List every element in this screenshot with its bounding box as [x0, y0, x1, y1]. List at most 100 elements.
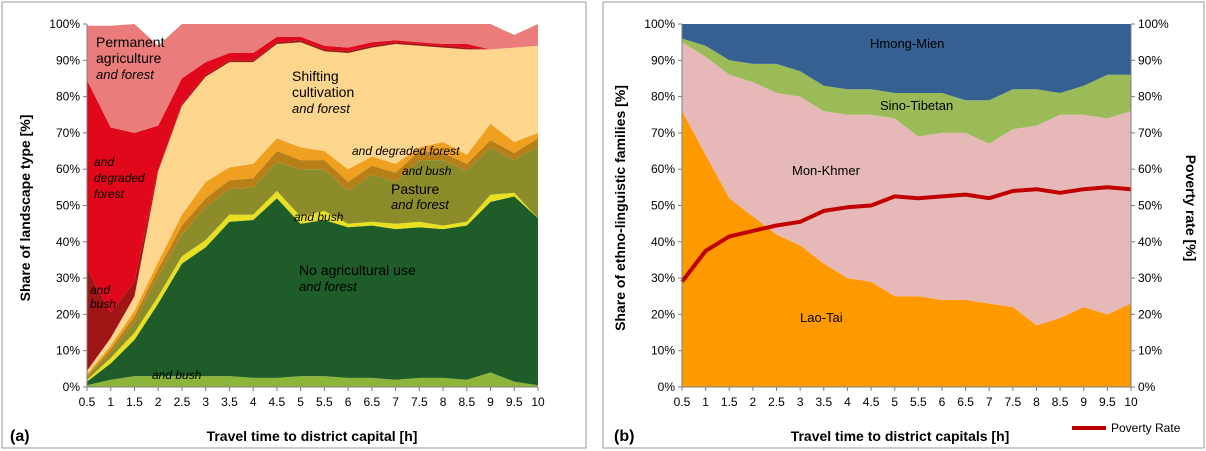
panel-a-ticks: 0.5 1 1.5 2 2.5 3 3.5 4 4.5 5 5.5 6 6.5 7 7.5 8 8.5 9 9.5 1… [49, 17, 545, 409]
panel-a-areas [87, 24, 538, 387]
panel-b-ylabel: Share of ethno-linguistic families [%] [612, 85, 628, 331]
x-tick-label: 6 [939, 395, 946, 409]
x-tick-label: 3.5 [221, 395, 238, 409]
y-tick-label: 20% [651, 307, 675, 321]
y2-tick-label: 30% [1138, 271, 1162, 285]
label-shifting-bush: and bush [294, 210, 344, 224]
y-tick-label: 50% [651, 199, 675, 213]
label-shifting-sub: and forest [292, 101, 351, 116]
y-tick-label: 90% [651, 53, 675, 67]
x-tick-label: 6 [345, 395, 352, 409]
x-tick-label: 8.5 [1052, 395, 1069, 409]
y-tick-label: 10% [56, 344, 80, 358]
y-tick-label: 70% [56, 126, 80, 140]
label-permanent-line2: agriculture [96, 50, 162, 66]
x-tick-label: 3 [797, 395, 804, 409]
y-tick-label: 10% [651, 344, 675, 358]
x-tick-label: 2 [750, 395, 757, 409]
x-tick-label: 10 [1124, 395, 1138, 409]
area-mon-khmer [682, 42, 1131, 326]
label-perm-degraded-line2: degraded [94, 171, 145, 185]
y-tick-label: 70% [651, 126, 675, 140]
label-perm-degraded-line1: and [94, 155, 114, 169]
x-tick-label: 1.5 [126, 395, 143, 409]
x-tick-label: 1 [107, 395, 114, 409]
panel-a: 0.5 1 1.5 2 2.5 3 3.5 4 4.5 5 5.5 6 6.5 7 7.5 8 8.5 9 9.5 1… [1, 1, 587, 449]
y-tick-label: 30% [56, 271, 80, 285]
x-tick-label: 6.5 [363, 395, 380, 409]
y-tick-label: 0% [63, 380, 81, 394]
x-tick-label: 5 [297, 395, 304, 409]
x-tick-label: 5 [891, 395, 898, 409]
area-perm-forest [87, 24, 538, 133]
legend: Poverty Rate [1072, 421, 1181, 435]
x-tick-label: 7 [392, 395, 399, 409]
panel-b-tag: (b) [614, 428, 634, 445]
area-hmong-mien [682, 24, 1131, 101]
panel-a-tag: (a) [10, 428, 30, 445]
x-tick-label: 9.5 [506, 395, 523, 409]
area-no-ag-bush [87, 372, 538, 387]
y2-tick-label: 70% [1138, 126, 1162, 140]
panel-b-y2label: Poverty rate [%] [1183, 155, 1199, 262]
y-tick-label: 40% [651, 235, 675, 249]
label-pasture-sub: and forest [391, 197, 450, 212]
y2-tick-label: 10% [1138, 344, 1162, 358]
x-tick-label: 2.5 [768, 395, 785, 409]
x-tick-label: 5.5 [316, 395, 333, 409]
x-tick-label: 4 [250, 395, 257, 409]
label-pasture-degraded: and degraded forest [352, 144, 460, 158]
label-permanent-sub: and forest [96, 67, 155, 82]
label-lao-tai: Lao-Tai [800, 310, 843, 325]
x-tick-label: 4 [844, 395, 851, 409]
x-tick-label: 1 [702, 395, 709, 409]
x-tick-label: 7.5 [411, 395, 428, 409]
y-tick-label: 60% [651, 162, 675, 176]
panel-b: 0.5 1 1.5 2 2.5 3 3.5 4 4.5 5 5.5 6 6.5 7 7.5 8 8.5 9 9.5 1… [602, 1, 1205, 449]
label-pasture: Pasture [391, 181, 439, 197]
y-tick-label: 0% [658, 380, 676, 394]
y-tick-label: 50% [56, 199, 80, 213]
panel-b-annotations: Lao-Tai Mon-Khmer Sino-Tibetan Hmong-Mien [792, 36, 953, 325]
y2-tick-label: 80% [1138, 90, 1162, 104]
y-tick-label: 90% [56, 53, 80, 67]
panel-b-ticks: 0.5 1 1.5 2 2.5 3 3.5 4 4.5 5 5.5 6 6.5 7 7.5 8 8.5 9 9.5 1… [644, 17, 1169, 409]
y2-tick-label: 60% [1138, 162, 1162, 176]
x-tick-label: 4.5 [863, 395, 880, 409]
y-tick-label: 100% [49, 17, 80, 31]
y-tick-label: 20% [56, 307, 80, 321]
x-tick-label: 0.5 [79, 395, 96, 409]
x-tick-label: 3.5 [815, 395, 832, 409]
area-shifting-forest [87, 42, 538, 375]
x-tick-label: 8 [440, 395, 447, 409]
x-tick-label: 7 [986, 395, 993, 409]
x-tick-label: 9 [487, 395, 494, 409]
label-noag-sub: and forest [299, 279, 358, 294]
y-tick-label: 80% [56, 90, 80, 104]
x-tick-label: 7.5 [1004, 395, 1021, 409]
panel-a-ylabel: Share of landscape type [%] [17, 115, 33, 302]
x-tick-label: 0.5 [674, 395, 691, 409]
x-tick-label: 2.5 [174, 395, 191, 409]
y2-tick-label: 100% [1138, 17, 1169, 31]
y2-tick-label: 0% [1138, 380, 1156, 394]
x-tick-label: 9.5 [1099, 395, 1116, 409]
x-tick-label: 3 [202, 395, 209, 409]
x-tick-label: 5.5 [910, 395, 927, 409]
panel-b-poverty-line [680, 185, 1132, 283]
panel-b-areas [682, 24, 1131, 387]
y2-tick-label: 90% [1138, 53, 1162, 67]
x-tick-label: 9 [1080, 395, 1087, 409]
x-tick-label: 1.5 [721, 395, 738, 409]
label-hmong-mien: Hmong-Mien [870, 36, 944, 51]
x-tick-label: 4.5 [269, 395, 286, 409]
y-tick-label: 60% [56, 162, 80, 176]
y-tick-label: 80% [651, 90, 675, 104]
label-permanent-line1: Permanent [96, 34, 165, 50]
label-shifting-line1: Shifting [292, 68, 339, 84]
y-tick-label: 30% [651, 271, 675, 285]
label-sino-tibetan: Sino-Tibetan [880, 98, 953, 113]
x-tick-label: 2 [155, 395, 162, 409]
